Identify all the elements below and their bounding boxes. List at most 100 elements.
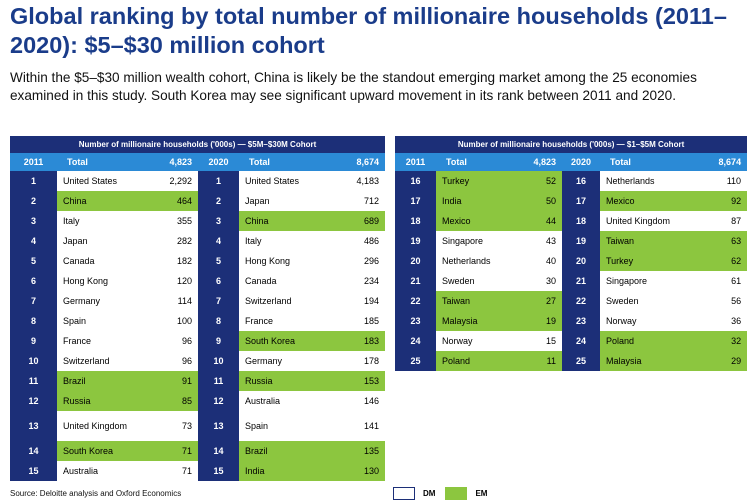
value-2011: 71 — [181, 466, 192, 476]
rank-2020: 3 — [198, 211, 239, 231]
table-row: 16 Turkey 52 16 Netherlands 110 — [395, 171, 747, 191]
country-2011: India — [436, 191, 520, 211]
rank-2011: 9 — [10, 331, 57, 351]
rank-2011: 24 — [395, 331, 436, 351]
country-2020: Sweden — [606, 296, 639, 306]
country-2020: Switzerland — [245, 296, 292, 306]
rank-2020: 14 — [198, 441, 239, 461]
rank-2011: 15 — [10, 461, 57, 481]
country-2020: United Kingdom — [606, 216, 671, 226]
value-2011: 182 — [176, 256, 192, 266]
country-2020: Mexico — [600, 191, 700, 211]
value-2020: 87 — [731, 216, 742, 226]
table-row: 20 Netherlands 40 20 Turkey 62 — [395, 251, 748, 271]
country-2011: Spain — [63, 316, 87, 326]
country-2011: Australia — [63, 466, 99, 476]
value-2011: 96 — [181, 336, 192, 346]
rank-2020: 9 — [198, 331, 239, 351]
rank-2011: 4 — [10, 231, 57, 251]
page-title: Global ranking by total number of millio… — [10, 3, 727, 58]
value-2011: 114 — [177, 296, 192, 306]
legend-dm-swatch — [393, 487, 415, 500]
rank-2020: 17 — [562, 191, 600, 211]
country-2020: Germany — [245, 356, 283, 366]
total-2011-value: 4,823 — [154, 153, 198, 171]
table-row: 25 Poland 11 25 Malaysia 29 — [395, 351, 748, 371]
value-2011: 52 — [520, 171, 562, 191]
rank-2020: 23 — [562, 311, 600, 331]
legend-dm-label: DM — [423, 489, 436, 498]
country-2011: Switzerland — [63, 356, 110, 366]
country-2020: Singapore — [606, 276, 648, 286]
country-2011: Singapore — [442, 236, 484, 246]
table-row: 21 Sweden 30 21 Singapore 61 — [395, 271, 747, 291]
table-5m-30m-cohort: Number of millionaire households ('000s)… — [10, 136, 386, 481]
value-2011: 355 — [176, 216, 192, 226]
value-2020: 141 — [364, 421, 380, 431]
value-2020: 61 — [731, 276, 742, 286]
country-2020: Japan — [245, 196, 270, 206]
rank-2011: 14 — [10, 441, 57, 461]
value-2020: 153 — [335, 371, 386, 391]
total-header: Total — [239, 153, 335, 171]
country-2011: Turkey — [436, 171, 520, 191]
country-2011: Netherlands — [442, 256, 491, 266]
intro-paragraph: Within the $5–$30 million wealth cohort,… — [10, 70, 697, 103]
country-2020: Hong Kong — [245, 256, 291, 266]
year-2020-header: 2020 — [562, 153, 600, 171]
year-2020-header: 2020 — [198, 153, 239, 171]
country-2020: Taiwan — [600, 231, 700, 251]
rank-2020: 5 — [198, 251, 239, 271]
value-2020: 56 — [731, 296, 742, 306]
value-2020: 92 — [700, 191, 748, 211]
value-2020: 62 — [700, 251, 748, 271]
country-2020: Spain — [245, 421, 269, 431]
country-2020: Norway — [606, 316, 637, 326]
table-row: 12 Russia 85 12 Australia 146 — [10, 391, 385, 411]
rank-2011: 7 — [10, 291, 57, 311]
rank-2011: 11 — [10, 371, 57, 391]
value-2020: 146 — [364, 396, 380, 406]
country-2011: United Kingdom — [63, 421, 128, 431]
country-2020: Netherlands — [606, 176, 655, 186]
value-2020: 178 — [364, 356, 380, 366]
country-2011: Italy — [63, 216, 80, 226]
rank-2011: 20 — [395, 251, 436, 271]
table-row: 24 Norway 15 24 Poland 32 — [395, 331, 748, 351]
value-2020: 32 — [700, 331, 748, 351]
table-row: 18 Mexico 44 18 United Kingdom 87 — [395, 211, 747, 231]
value-2011: 50 — [520, 191, 562, 211]
table-row: 10 Switzerland 96 10 Germany 178 — [10, 351, 385, 371]
country-2020: Malaysia — [600, 351, 700, 371]
rank-2011: 8 — [10, 311, 57, 331]
total-header: Total — [57, 153, 154, 171]
legend: DM EM — [393, 487, 497, 500]
country-2011: Taiwan — [436, 291, 520, 311]
rank-2011: 13 — [10, 411, 57, 441]
value-2011: 464 — [154, 191, 198, 211]
table-row: 17 India 50 17 Mexico 92 — [395, 191, 748, 211]
country-2011: France — [63, 336, 92, 346]
rank-2020: 12 — [198, 391, 239, 411]
value-2020: 135 — [335, 441, 386, 461]
value-2020: 194 — [364, 296, 380, 306]
rank-2011: 17 — [395, 191, 436, 211]
rank-2011: 6 — [10, 271, 57, 291]
value-2011: 91 — [154, 371, 198, 391]
table-row: 13 United Kingdom 73 13 Spain 141 — [10, 411, 385, 441]
value-2020: 234 — [364, 276, 380, 286]
year-2011-header: 2011 — [395, 153, 436, 171]
table-row: 22 Taiwan 27 22 Sweden 56 — [395, 291, 747, 311]
country-2020: India — [239, 461, 335, 481]
country-2011: Germany — [63, 296, 101, 306]
rank-2020: 4 — [198, 231, 239, 251]
rank-2011: 10 — [10, 351, 57, 371]
value-2011: 40 — [545, 256, 556, 266]
rank-2011: 22 — [395, 291, 436, 311]
rank-2020: 24 — [562, 331, 600, 351]
value-2020: 689 — [335, 211, 386, 231]
rank-2020: 21 — [562, 271, 600, 291]
total-2011-value: 4,823 — [520, 153, 562, 171]
value-2020: 36 — [731, 316, 742, 326]
rank-2011: 18 — [395, 211, 436, 231]
